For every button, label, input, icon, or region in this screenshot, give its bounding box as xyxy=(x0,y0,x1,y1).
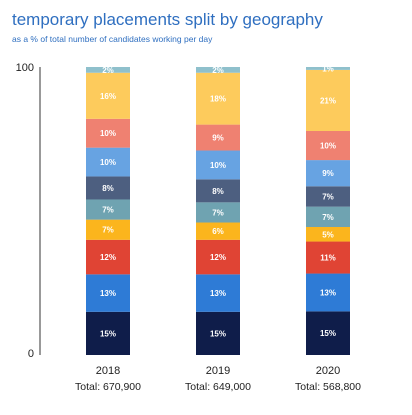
data-label: 9% xyxy=(212,134,224,143)
data-label: 2% xyxy=(102,66,114,75)
bar-segment xyxy=(196,150,240,180)
data-label: 8% xyxy=(102,184,114,193)
bar-segment xyxy=(86,274,130,312)
bar-segment xyxy=(196,202,240,223)
x-labels-group: 2018 Total: 670,900 2019 Total: 649,000 2020… xyxy=(75,365,361,393)
x-tick-label: 2018 xyxy=(96,365,120,377)
x-tick-label: 2020 xyxy=(316,365,340,377)
bar-segment xyxy=(306,227,350,242)
data-label: 7% xyxy=(212,208,224,217)
data-label: 16% xyxy=(100,92,116,101)
bar-segment xyxy=(196,179,240,203)
bar-segment xyxy=(86,219,130,240)
data-label: 12% xyxy=(100,253,116,262)
data-label: 8% xyxy=(212,187,224,196)
bar-segment xyxy=(196,72,240,125)
data-label: 1% xyxy=(322,64,334,73)
bar-segment xyxy=(196,239,240,275)
bar-segment xyxy=(306,69,350,131)
data-label: 15% xyxy=(210,329,226,338)
data-label: 10% xyxy=(320,142,336,151)
bar-segment xyxy=(306,186,350,207)
bar-segment xyxy=(196,311,240,355)
bar-segment xyxy=(86,67,130,73)
bars-group: 15% 13% 12% 7% 7% 8% 10% 10% 16% 2% 15% 13% 12% 6% 7% 8… xyxy=(86,64,350,355)
data-label: 15% xyxy=(100,329,116,338)
data-label: 10% xyxy=(100,129,116,138)
bar-segment xyxy=(86,118,130,148)
data-label: 13% xyxy=(100,289,116,298)
data-label: 10% xyxy=(100,158,116,167)
data-label: 10% xyxy=(210,161,226,170)
bar-segment xyxy=(306,67,350,70)
data-label: 11% xyxy=(320,254,336,263)
data-label: 6% xyxy=(212,227,224,236)
bar-segment xyxy=(86,311,130,355)
data-label: 18% xyxy=(210,95,226,104)
bar-segment xyxy=(86,147,130,177)
bar-segment xyxy=(86,199,130,220)
bar-segment xyxy=(306,311,350,355)
bar-segment xyxy=(196,222,240,240)
data-label: 13% xyxy=(210,289,226,298)
total-label: Total: 670,900 xyxy=(75,381,141,393)
bar-segment xyxy=(306,206,350,227)
chart-title: temporary placements split by geography xyxy=(12,10,323,29)
data-label: 5% xyxy=(322,230,334,239)
bar-segment xyxy=(196,124,240,151)
data-label: 13% xyxy=(320,288,336,297)
data-label: 7% xyxy=(322,192,334,201)
bar-segment xyxy=(86,239,130,275)
data-label: 7% xyxy=(322,213,334,222)
bar-segment xyxy=(196,67,240,73)
data-label: 2% xyxy=(212,66,224,75)
y-tick-label-max: 100 xyxy=(16,62,34,74)
total-label: Total: 568,800 xyxy=(295,381,361,393)
chart-subtitle: as a % of total number of candidates wor… xyxy=(12,34,213,44)
data-label: 9% xyxy=(322,169,334,178)
x-tick-label: 2019 xyxy=(206,365,230,377)
data-label: 12% xyxy=(210,253,226,262)
bar-segment xyxy=(306,273,350,312)
data-label: 21% xyxy=(320,96,336,105)
bar-segment xyxy=(306,131,350,161)
data-label: 7% xyxy=(102,206,114,215)
total-label: Total: 649,000 xyxy=(185,381,251,393)
bar-segment xyxy=(306,241,350,274)
bar-segment xyxy=(196,274,240,312)
bar-segment xyxy=(86,72,130,119)
bar-segment xyxy=(86,176,130,200)
data-label: 7% xyxy=(102,226,114,235)
bar-segment xyxy=(306,160,350,187)
y-tick-label-min: 0 xyxy=(28,348,34,360)
data-label: 15% xyxy=(320,329,336,338)
